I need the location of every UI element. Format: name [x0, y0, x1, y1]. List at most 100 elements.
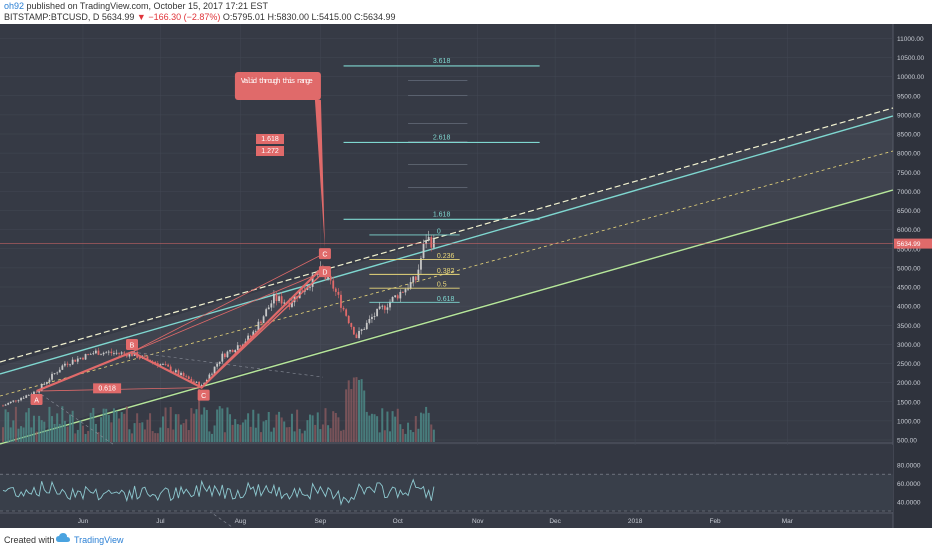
volume-bar: [100, 417, 103, 442]
candle-body: [234, 350, 237, 353]
candle-body: [76, 358, 79, 362]
created-with-label: Created with: [4, 535, 55, 545]
price-tick-label: 3500.00: [897, 323, 921, 330]
candle-body: [430, 237, 433, 248]
volume-bar: [260, 432, 262, 442]
point-a-label-box: [30, 394, 43, 406]
volume-bar: [370, 413, 373, 442]
volume-bar: [58, 423, 61, 442]
candle-body: [368, 319, 371, 323]
candle-body: [12, 400, 15, 402]
candle-body: [154, 361, 157, 364]
time-axis-label: Aug: [235, 518, 247, 525]
candle-body: [412, 276, 415, 283]
volume-bar: [141, 422, 144, 442]
chart-area[interactable]: 11000.00 10500.00 10000.00 9500.00 9000.00 85…: [0, 24, 932, 528]
volume-bar: [143, 429, 146, 442]
ratio-ac-label-box: [93, 383, 122, 394]
candle-body: [100, 354, 102, 356]
tradingview-brand[interactable]: TradingView: [74, 535, 124, 545]
channel-lower-line: [0, 189, 894, 445]
volume-bar: [350, 389, 353, 442]
callout-pointer: [314, 100, 325, 249]
volume-bar: [187, 430, 190, 442]
callout-text: Valid through this range: [241, 78, 313, 86]
volume-bar: [35, 431, 38, 442]
candle-body: [118, 352, 120, 354]
candle-body: [218, 361, 221, 364]
volume-bar: [383, 430, 386, 442]
volume-bar: [378, 432, 381, 442]
point-c-label: C: [201, 393, 206, 400]
fib-extension-label: 1.618: [433, 211, 451, 218]
candle-body: [316, 274, 319, 275]
candle-body: [334, 288, 337, 292]
volume-bar: [156, 433, 159, 442]
candle-body: [198, 381, 200, 388]
volume-bar: [241, 422, 244, 442]
point-c-marker: C: [322, 252, 327, 259]
candle-body: [43, 383, 46, 385]
volume-bar: [177, 414, 180, 442]
candle-body: [61, 365, 64, 370]
volume-bar: [136, 413, 139, 442]
volume-bar: [422, 413, 425, 442]
volume-bar: [97, 432, 100, 442]
candle-body: [327, 276, 329, 280]
volume-bar: [401, 428, 404, 442]
volume-bar: [210, 433, 213, 442]
volume-bar: [123, 413, 126, 442]
candle-body: [216, 363, 219, 367]
volume-bar: [61, 406, 64, 442]
price-tick-label: 8500.00: [897, 132, 921, 139]
publish-line: oh92 published on TradingView.com, Octob…: [4, 1, 268, 11]
price-tick-label: 10000.00: [897, 74, 924, 81]
author-link[interactable]: oh92: [4, 1, 25, 11]
volume-bar: [412, 432, 415, 442]
candle-body: [113, 352, 115, 354]
candle-body: [254, 331, 257, 333]
volume-bar: [417, 428, 420, 442]
time-axis-label: Jul: [156, 518, 165, 525]
candle-body: [309, 286, 311, 288]
volume-bar: [288, 427, 291, 442]
candle-body: [360, 329, 363, 331]
candle-body: [4, 404, 7, 406]
candle-body: [373, 316, 376, 317]
volume-bar: [185, 419, 188, 442]
volume-bar: [381, 408, 384, 442]
candle-body: [164, 364, 167, 365]
candle-body: [51, 373, 53, 380]
price-tick-label: 2500.00: [897, 361, 921, 368]
candle-body: [301, 290, 304, 292]
volume-bar: [321, 424, 324, 442]
volume-bar: [226, 407, 229, 442]
volume-bar: [17, 428, 20, 442]
volume-bar: [394, 416, 397, 442]
fib-retracement-label: 0.618: [437, 296, 455, 303]
candle-body: [270, 303, 273, 308]
candle-body: [378, 306, 381, 309]
price-tick-label: 11000.00: [897, 36, 924, 43]
point-c-marker-box: [318, 248, 331, 260]
candle-body: [180, 372, 182, 375]
candle-body: [123, 352, 126, 354]
volume-bar: [138, 422, 141, 442]
volume-bar: [218, 406, 221, 442]
point-b-label: B: [130, 343, 135, 350]
volume-bar: [399, 424, 402, 442]
candle-body: [278, 296, 280, 302]
volume-bar: [149, 413, 152, 442]
candle-body: [267, 307, 270, 310]
volume-bar: [32, 415, 35, 442]
volume-bar: [293, 431, 296, 442]
volume-bars: [2, 377, 435, 442]
volume-bar: [386, 411, 389, 442]
volume-bar: [254, 427, 257, 442]
price-tick-label: 1000.00: [897, 418, 921, 425]
ratio-bd-label: 1.618: [261, 136, 279, 143]
volume-bar: [25, 412, 28, 442]
chart-svg[interactable]: 11000.00 10500.00 10000.00 9500.00 9000.00 85…: [0, 24, 932, 528]
volume-bar: [118, 418, 121, 442]
price-tick-label: 5500.00: [897, 246, 921, 253]
